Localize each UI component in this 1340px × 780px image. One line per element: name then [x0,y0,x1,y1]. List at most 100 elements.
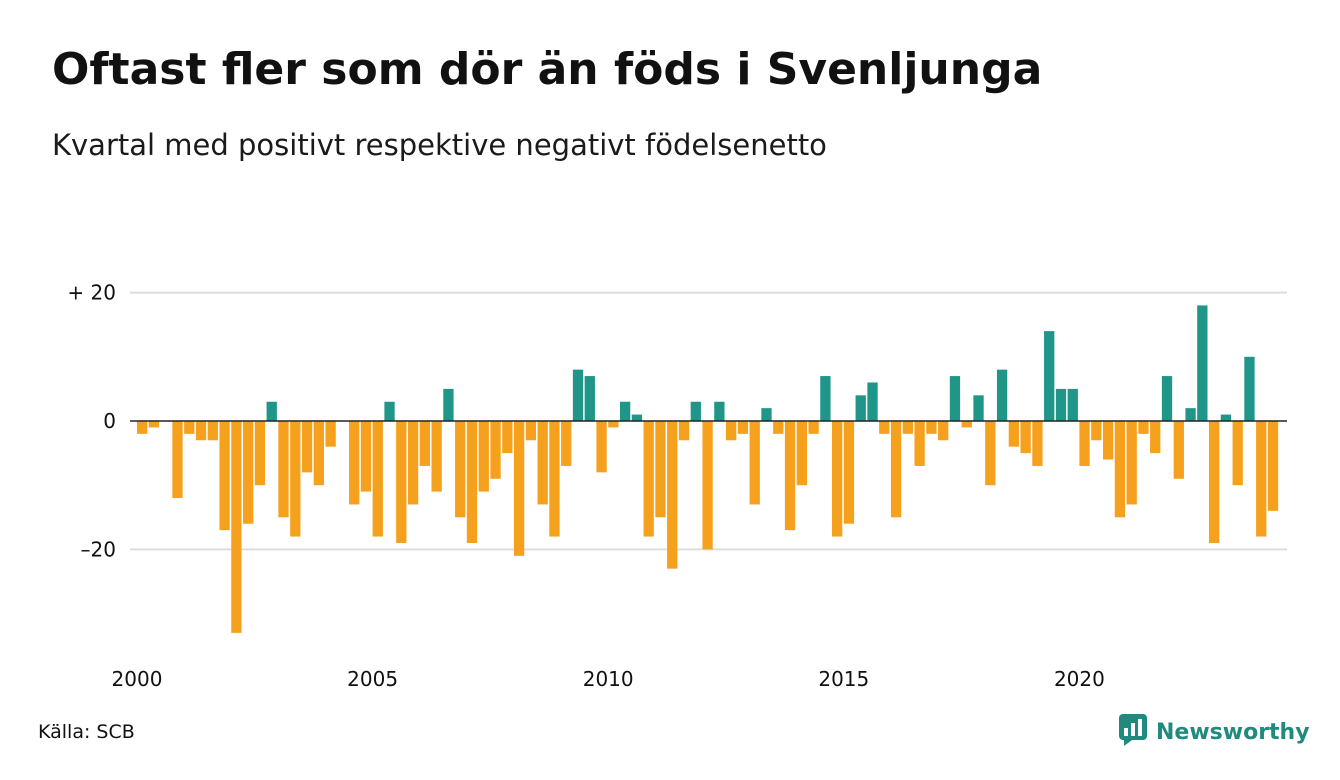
bar [867,382,878,421]
bar [1008,421,1020,447]
axes: + 20 0 –20 2000 2005 2010 2015 2020 [67,281,1287,691]
bar [949,376,961,421]
bar [596,421,607,473]
bar [231,421,242,633]
bar [537,421,548,505]
bar [1185,408,1196,421]
bar [466,421,478,543]
bar [702,421,713,550]
bar [938,421,949,441]
bar [714,401,725,421]
bar [996,369,1008,421]
bars [137,305,1279,633]
bar [137,421,148,434]
bar [973,395,984,421]
newsworthy-logo-icon [1118,713,1148,751]
bar [1173,421,1184,479]
bar [1220,414,1232,421]
bar [1067,388,1078,421]
bar [1102,421,1114,460]
bar [690,401,701,421]
bar [513,421,525,556]
chart-subtitle: Kvartal med positivt respektive negativt… [52,128,827,162]
bar [985,421,996,486]
bar [290,421,301,537]
source-note: Källa: SCB [38,721,135,743]
bar [1020,421,1031,454]
bar [1044,331,1055,421]
bar [407,421,419,505]
bar [195,421,207,441]
bar [349,421,360,505]
x-tick-label: 2005 [347,667,398,691]
bar [608,421,619,428]
bar [773,421,784,434]
bar [455,421,466,518]
bar [431,421,442,492]
bar [490,421,501,479]
bar [1161,376,1173,421]
x-tick-label: 2000 [112,667,163,691]
brand-name: Newsworthy [1156,719,1310,745]
bar [172,421,183,499]
bar [832,421,843,537]
bar [890,421,902,518]
x-tick-label: 2010 [583,667,634,691]
bar [384,401,395,421]
bar [502,421,513,454]
bar [926,421,937,434]
bar [301,421,313,473]
bar [1091,421,1102,441]
bar [525,421,537,441]
bar [419,421,431,466]
bar [820,376,831,421]
bar [360,421,372,492]
bar [1055,388,1067,421]
bar [631,414,643,421]
y-tick-label: –20 [81,537,116,561]
bar [1197,305,1208,421]
bar [254,421,266,486]
bar [584,376,595,421]
bar [325,421,336,447]
bar [902,421,913,434]
bar [207,421,218,441]
bar [808,421,819,434]
bar-chart: + 20 0 –20 2000 2005 2010 2015 2020 [67,281,1287,691]
bar [1256,421,1267,537]
bar [572,369,584,421]
bar [761,408,772,421]
bar [396,421,407,543]
bar [914,421,925,466]
y-tick-label: + 20 [67,281,116,305]
bar [796,421,807,486]
bar [1079,421,1090,466]
bar [667,421,678,569]
bar [184,421,195,434]
bar [1208,421,1220,543]
bar [749,421,760,505]
bar [737,421,749,434]
bar [1126,421,1137,505]
bar [726,421,737,441]
bar [879,421,890,434]
bar [148,421,160,428]
bar [549,421,560,537]
bar [855,395,866,421]
bar [961,421,972,428]
bar [655,421,666,518]
bar [243,421,254,524]
bar [843,421,855,524]
bar [1244,356,1255,421]
bar [1114,421,1126,518]
bar [1232,421,1243,486]
bar [219,421,230,531]
bar [1032,421,1043,466]
y-tick-label: 0 [103,409,116,433]
bar [278,421,289,518]
chart-title: Oftast fler som dör än föds i Svenljunga [52,44,1043,95]
bar [1138,421,1149,434]
x-tick-label: 2015 [818,667,869,691]
bar [678,421,690,441]
brand-logo[interactable]: Newsworthy [1118,712,1310,752]
